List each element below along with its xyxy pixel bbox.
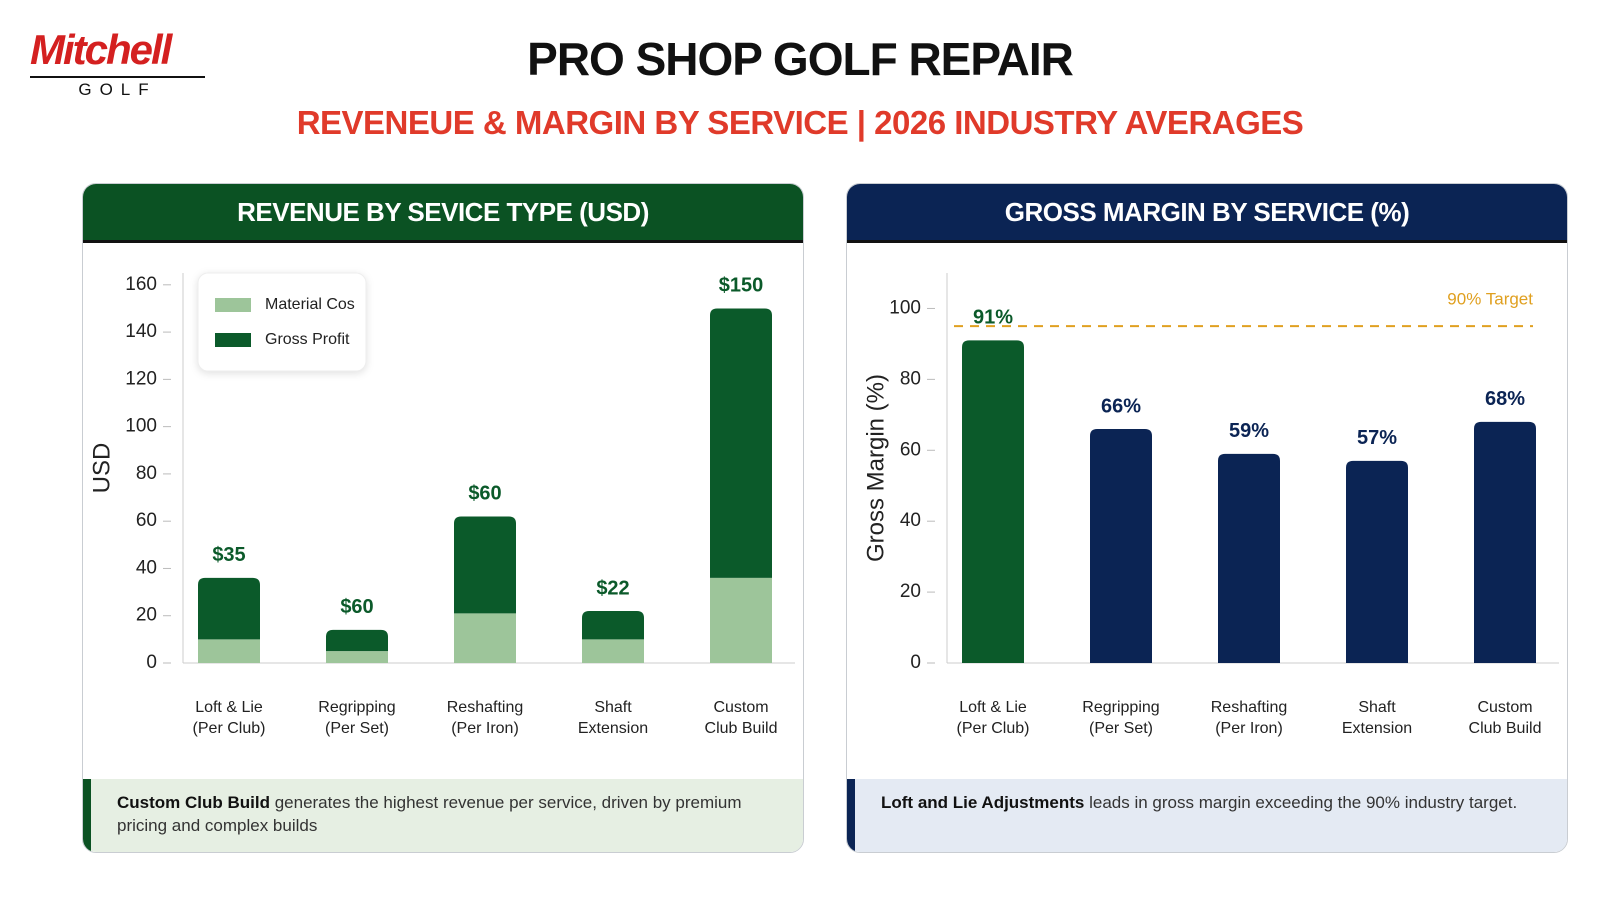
x-tick-label: Loft & Lie	[195, 699, 263, 716]
logo-sub: GOLF	[30, 76, 205, 100]
insight-note: Custom Club Build generates the highest …	[83, 779, 803, 852]
data-label: 68%	[1485, 388, 1525, 410]
total-label: $22	[596, 577, 629, 599]
bar-segment	[454, 516, 516, 614]
x-tick-label: Reshafting	[447, 699, 524, 716]
x-tick-label: Shaft	[1358, 699, 1396, 716]
x-tick-label: Loft & Lie	[959, 699, 1027, 716]
chart-panel: REVENUE BY SEVICE TYPE (USD) 0 20 40 60 80 100…	[82, 183, 804, 853]
y-tick-label: 100	[889, 297, 921, 318]
bar-segment	[582, 611, 644, 640]
bar-segment	[326, 651, 388, 663]
x-tick-label: Shaft	[594, 699, 632, 716]
note-body: generates the highest revenue per servic…	[117, 793, 742, 835]
bar-segment	[710, 308, 772, 578]
x-tick-label: Custom	[1477, 699, 1532, 716]
y-tick-label: 80	[900, 368, 921, 389]
legend-swatch	[215, 333, 251, 347]
x-tick-label: Extension	[1342, 720, 1412, 737]
y-tick-label: 100	[125, 416, 157, 437]
legend-label: Material Cos	[265, 296, 355, 313]
y-tick-label: 0	[146, 652, 157, 673]
legend-label: Gross Profit	[265, 331, 350, 348]
bar-segment	[198, 639, 260, 663]
x-tick-label: Club Build	[1469, 720, 1542, 737]
bar-segment	[198, 577, 260, 640]
data-label: 57%	[1357, 427, 1397, 449]
y-tick-label: 120	[125, 368, 157, 389]
bar	[1090, 429, 1152, 663]
x-tick-label: Club Build	[705, 720, 778, 737]
chart: 0 20 40 60 80 100 Gross Margin (%) Loft & Lie (P…	[862, 273, 1559, 737]
bar-segment	[326, 629, 388, 652]
x-tick-label: (Per Set)	[1089, 720, 1153, 737]
y-tick-label: 60	[136, 510, 157, 531]
total-label: $150	[719, 275, 764, 297]
total-label: $60	[340, 596, 373, 618]
note-text: Loft and Lie Adjustments leads in gross …	[881, 779, 1567, 814]
note-bold: Loft and Lie Adjustments	[881, 793, 1085, 812]
y-tick-label: 140	[125, 321, 157, 342]
note-bold: Custom Club Build	[117, 793, 270, 812]
page-title: PRO SHOP GOLF REPAIR	[527, 33, 1074, 85]
legend-box	[197, 272, 367, 372]
bar-segment	[454, 613, 516, 663]
bar	[1346, 460, 1408, 663]
y-tick-label: 0	[910, 652, 921, 673]
target-label: 90% Target	[1447, 290, 1533, 309]
x-tick-label: Regripping	[318, 699, 395, 716]
chart-title: REVENUE BY SEVICE TYPE (USD)	[83, 184, 803, 243]
data-label: 59%	[1229, 420, 1269, 442]
x-tick-label: (Per Club)	[957, 720, 1030, 737]
y-tick-label: 80	[136, 463, 157, 484]
logo: Mitchell	[30, 26, 172, 73]
bar-segment	[710, 577, 772, 663]
x-tick-label: (Per Set)	[325, 720, 389, 737]
data-label: 91%	[973, 307, 1013, 329]
bar	[1474, 421, 1536, 663]
y-axis-title: USD	[88, 443, 115, 494]
x-tick-label: (Per Club)	[193, 720, 266, 737]
x-tick-label: Extension	[578, 720, 648, 737]
chart: 0 20 40 60 80 100 120 140 160 USD Loft & Lie (Per C…	[88, 272, 795, 737]
insight-note: Loft and Lie Adjustments leads in gross …	[847, 779, 1567, 852]
y-tick-label: 20	[900, 581, 921, 602]
x-tick-label: (Per Iron)	[1215, 720, 1283, 737]
bar	[962, 340, 1024, 663]
bar	[1218, 453, 1280, 663]
x-tick-label: Reshafting	[1211, 699, 1288, 716]
y-tick-label: 40	[136, 557, 157, 578]
y-tick-label: 20	[136, 605, 157, 626]
y-axis-title: Gross Margin (%)	[862, 374, 889, 562]
page-subtitle: REVENEUE & MARGIN BY SERVICE | 2026 INDU…	[296, 104, 1304, 141]
y-tick-label: 160	[125, 274, 157, 295]
bar-segment	[582, 639, 644, 663]
chart-title: GROSS MARGIN BY SERVICE (%)	[847, 184, 1567, 243]
y-tick-label: 40	[900, 510, 921, 531]
y-tick-label: 60	[900, 439, 921, 460]
data-label: 66%	[1101, 395, 1141, 417]
total-label: $35	[212, 544, 245, 566]
note-body: leads in gross margin exceeding the 90% …	[1084, 793, 1518, 812]
legend-swatch	[215, 298, 251, 312]
x-tick-label: Regripping	[1082, 699, 1159, 716]
note-text: Custom Club Build generates the highest …	[117, 779, 803, 837]
total-label: $60	[468, 483, 501, 505]
x-tick-label: Custom	[713, 699, 768, 716]
x-tick-label: (Per Iron)	[451, 720, 519, 737]
chart-panel: GROSS MARGIN BY SERVICE (%) 0 20 40 60 80 100 G…	[846, 183, 1568, 853]
